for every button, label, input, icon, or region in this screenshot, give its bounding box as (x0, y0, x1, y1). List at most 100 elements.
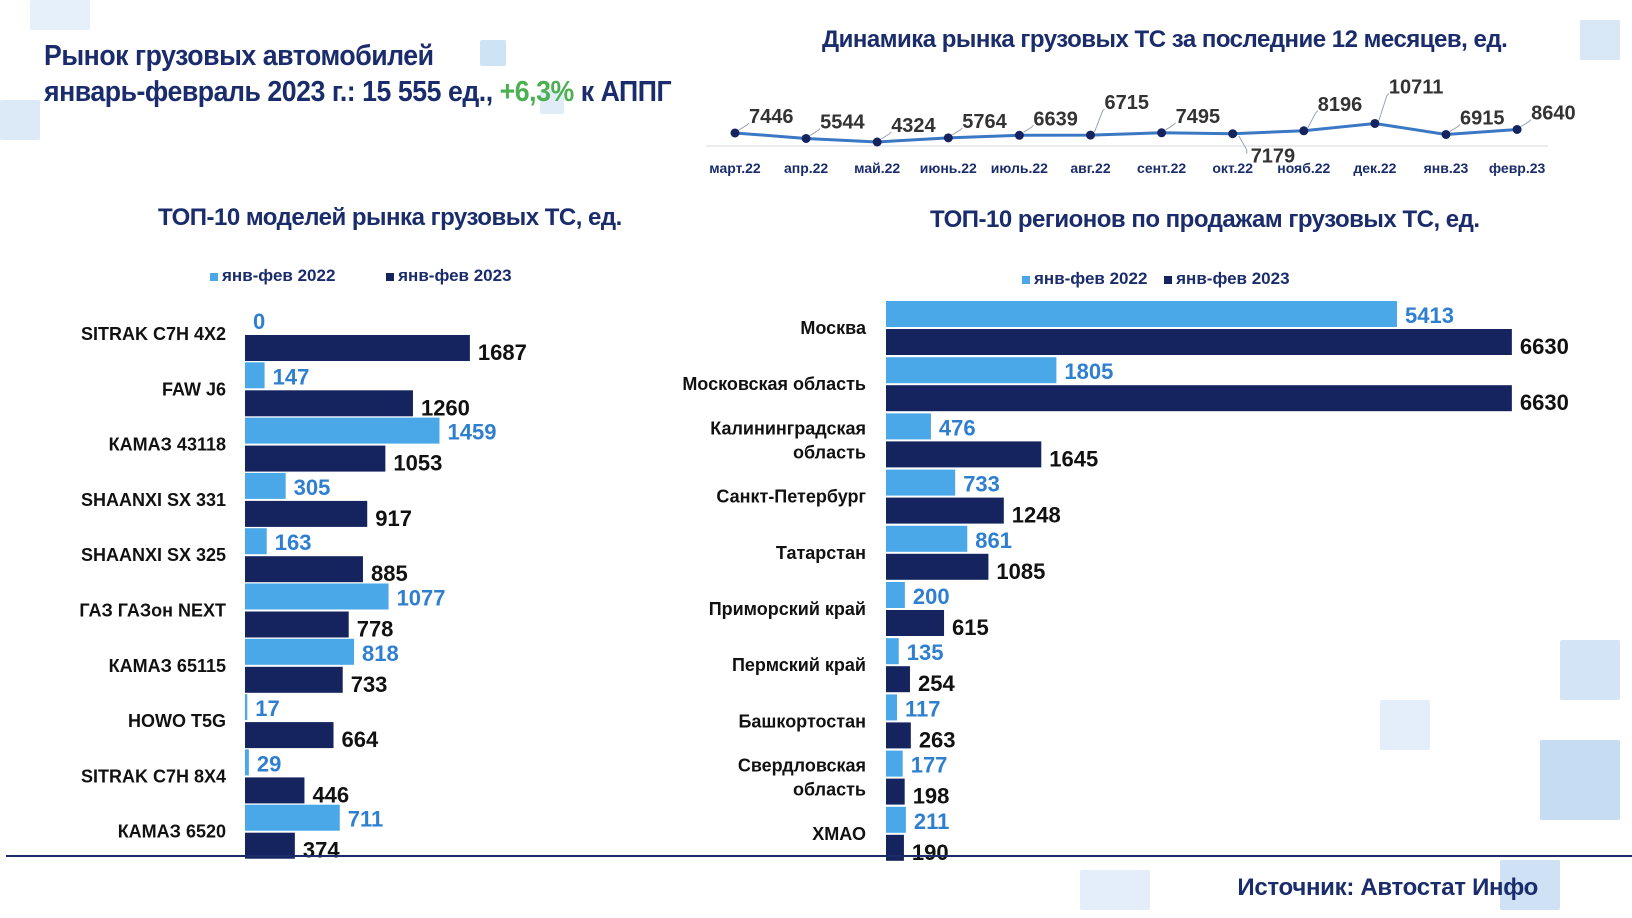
data-label-2022: 711 (348, 807, 384, 832)
category-label: область (793, 780, 866, 800)
data-label-2023: 6630 (1520, 334, 1569, 359)
line-point (1299, 126, 1309, 136)
label-leader (880, 131, 892, 140)
line-data-label: 7179 (1251, 146, 1296, 168)
data-label-2023: 446 (312, 782, 349, 807)
data-label-2022: 17 (255, 696, 279, 721)
data-label-2023: 1645 (1049, 446, 1098, 471)
line-data-label: 10711 (1389, 76, 1444, 98)
bar-2022 (245, 472, 286, 499)
bar-2022 (245, 638, 355, 665)
main-title: Рынок грузовых автомобилей январь-феврал… (44, 38, 672, 110)
bar-2023 (245, 722, 334, 749)
category-label: SITRAK C7H 8X4 (81, 766, 226, 786)
growth-percent: +6,3% (499, 76, 575, 108)
x-tick-label: февр.23 (1489, 160, 1546, 176)
label-leader (738, 122, 750, 131)
data-label-2023: 917 (375, 506, 412, 531)
decor-square (540, 90, 564, 114)
data-label-2023: 1053 (393, 451, 442, 476)
data-label-2022: 476 (939, 415, 976, 440)
category-label: КАМАЗ 6520 (118, 822, 226, 842)
bar-2023 (886, 497, 1004, 524)
category-label: FAW J6 (162, 379, 226, 399)
bar-2023 (886, 553, 989, 580)
x-tick-label: авг.22 (1070, 160, 1110, 176)
x-tick-label: сент.22 (1137, 160, 1186, 176)
data-label-2022: 29 (257, 751, 281, 776)
data-label-2022: 5413 (1405, 303, 1454, 328)
bar-2023 (245, 335, 470, 361)
bar-2023 (886, 722, 911, 749)
category-label: Санкт-Петербург (716, 487, 866, 507)
data-label-2022: 211 (914, 809, 950, 834)
title-line1: Рынок грузовых автомобилей (44, 40, 434, 72)
legend-item-2023: янв-фев 2023 (386, 266, 512, 285)
bar-2023 (886, 610, 945, 636)
title-line2-prefix: январь-февраль 2023 г.: 15 555 ед., (44, 76, 500, 108)
line-data-label: 8640 (1531, 102, 1576, 124)
line-data-label: 5764 (962, 111, 1007, 133)
data-label-2022: 733 (963, 472, 1000, 497)
data-label-2022: 177 (911, 753, 948, 778)
line-data-label: 7446 (749, 106, 794, 128)
category-label: КАМАЗ 65115 (109, 656, 226, 676)
label-leader (1094, 108, 1105, 133)
legend-swatch-light (1022, 275, 1030, 284)
category-label: Приморский край (709, 599, 866, 619)
category-label: Пермский край (732, 655, 866, 675)
data-label-2023: 254 (918, 671, 955, 696)
bar-2023 (245, 390, 413, 417)
models-chart-title: ТОП-10 моделей рынка грузовых ТС, ед. (158, 204, 622, 231)
data-label-2022: 305 (294, 475, 331, 500)
line-data-label: 6915 (1460, 107, 1505, 129)
line-point (872, 137, 882, 147)
bar-2022 (886, 806, 906, 833)
data-label-2022: 0 (253, 309, 265, 334)
decor-square (1380, 700, 1430, 750)
data-label-2022: 117 (905, 696, 941, 721)
line-data-label: 8196 (1318, 94, 1363, 116)
data-label-2023: 885 (371, 561, 408, 586)
bar-2023 (245, 500, 368, 527)
models-legend: янв-фев 2022 янв-фев 2023 (210, 266, 558, 286)
source-note: Источник: Автостат Инфо (1237, 874, 1538, 901)
line-point (1441, 129, 1451, 139)
line-data-label: 5544 (820, 111, 865, 133)
line-data-label: 4324 (891, 115, 936, 137)
category-label: SHAANXI SX 325 (81, 545, 226, 565)
x-tick-label: май.22 (854, 160, 900, 176)
bar-2022 (886, 357, 1057, 384)
bar-2022 (886, 582, 905, 608)
trend-line (734, 121, 1518, 144)
bar-2023 (886, 778, 905, 805)
bar-2023 (886, 666, 910, 693)
line-data-label: 7495 (1176, 106, 1221, 128)
decor-square (1080, 870, 1150, 910)
bar-2023 (245, 832, 295, 859)
data-label-2023: 1687 (478, 340, 527, 365)
bar-2022 (245, 694, 248, 721)
x-tick-label: янв.23 (1424, 160, 1469, 176)
label-leader (952, 127, 963, 136)
category-label: Татарстан (776, 543, 866, 563)
line-point (1086, 130, 1095, 140)
x-tick-label: окт.22 (1212, 160, 1253, 176)
data-label-2023: 198 (913, 784, 950, 809)
regions-chart-title: ТОП-10 регионов по продажам грузовых ТС,… (930, 206, 1480, 233)
category-label: область (793, 442, 866, 462)
decor-square (480, 40, 506, 66)
category-label: SITRAK C7H 4X2 (81, 324, 226, 344)
category-label: Калининградская (710, 418, 866, 438)
regions-legend: янв-фев 2022 янв-фев 2023 (1022, 269, 1336, 289)
data-label-2023: 1248 (1012, 503, 1061, 528)
bar-2022 (245, 583, 389, 610)
x-tick-label: июль.22 (991, 160, 1048, 176)
legend-label: янв-фев 2022 (1034, 269, 1148, 288)
data-label-2022: 147 (273, 364, 310, 389)
legend-label: янв-фев 2023 (1176, 269, 1290, 288)
line-point (1370, 118, 1380, 128)
legend-item-2022: янв-фев 2022 (1022, 269, 1147, 288)
legend-swatch-dark (1164, 275, 1173, 284)
decor-square (30, 0, 90, 30)
